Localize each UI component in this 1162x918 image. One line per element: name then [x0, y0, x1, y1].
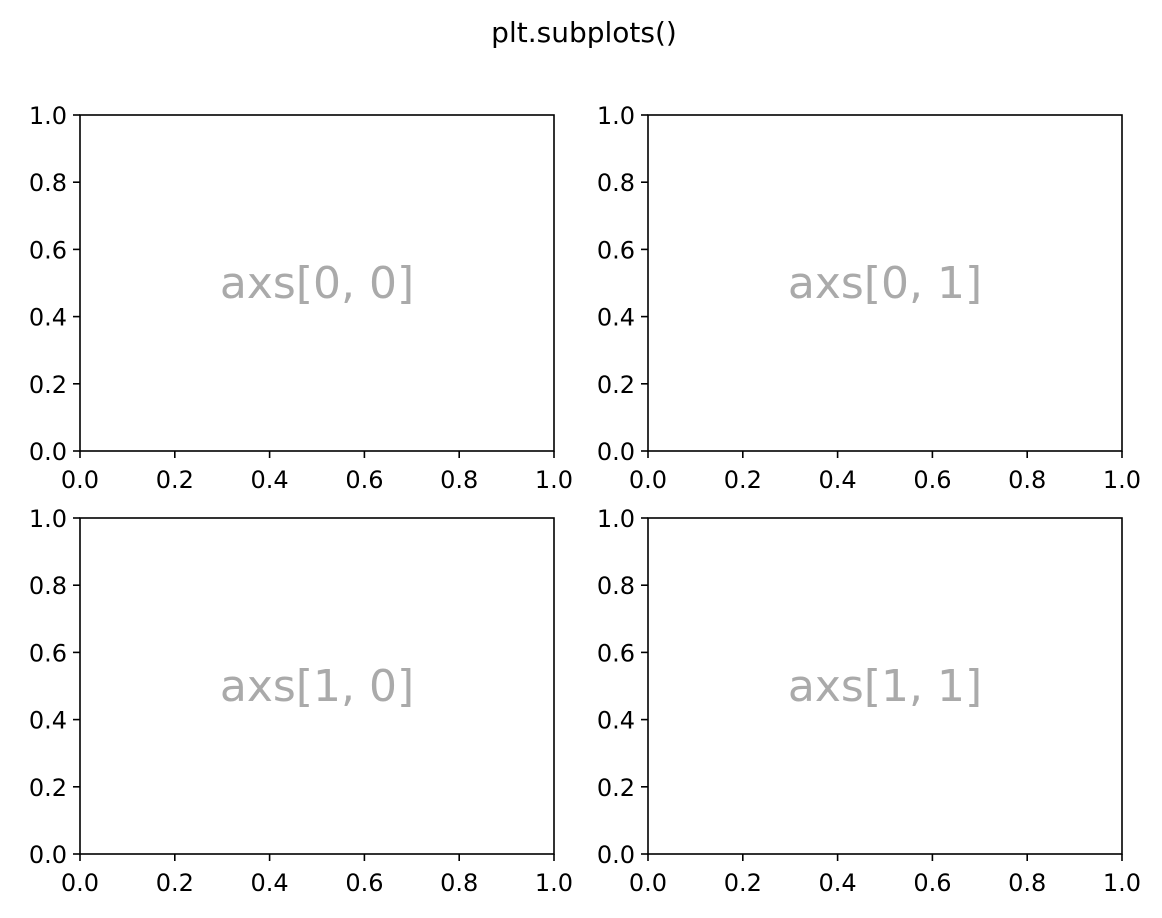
y-tick-label: 0.2 [597, 774, 635, 802]
y-tick-label: 0.4 [597, 304, 635, 332]
x-tick-label: 0.2 [156, 466, 194, 494]
y-tick-label: 0.6 [29, 236, 67, 264]
x-tick-label: 0.2 [724, 869, 762, 897]
x-tick-label: 0.0 [61, 466, 99, 494]
x-tick-label: 0.6 [913, 869, 951, 897]
subplot-1: 0.0 0.2 0.4 0.6 0.8 1.0 0.0 0.2 0.4 0.6 0.8 1.0 axs[… [597, 102, 1141, 494]
axes-center-label: axs[1, 0] [220, 661, 414, 712]
subplot-0: 0.0 0.2 0.4 0.6 0.8 1.0 0.0 0.2 0.4 0.6 0.8 1.0 axs[… [29, 102, 573, 494]
x-tick-label: 0.4 [819, 869, 857, 897]
x-tick-label: 0.8 [1008, 869, 1046, 897]
y-tick-label: 0.4 [29, 304, 67, 332]
y-tick-label: 0.8 [29, 169, 67, 197]
axes-center-label: axs[0, 0] [220, 258, 414, 309]
axes-frame [647, 517, 1123, 855]
y-tick-label: 0.4 [29, 707, 67, 735]
y-tick-label: 1.0 [29, 505, 67, 533]
y-tick-label: 0.8 [29, 572, 67, 600]
y-tick-label: 1.0 [597, 505, 635, 533]
y-tick-label: 1.0 [29, 102, 67, 130]
x-tick-label: 0.0 [629, 869, 667, 897]
y-tick-label: 0.2 [597, 371, 635, 399]
y-tick-label: 0.2 [29, 371, 67, 399]
axes-grid: 0.0 0.2 0.4 0.6 0.8 1.0 0.0 0.2 0.4 0.6 0.8 1.0 axs[… [29, 102, 1141, 897]
x-tick-label: 0.8 [440, 869, 478, 897]
x-tick-label: 0.4 [819, 466, 857, 494]
x-tick-label: 0.6 [345, 466, 383, 494]
x-tick-label: 0.0 [61, 869, 99, 897]
y-tick-label: 0.0 [29, 841, 67, 869]
x-tick-label: 0.8 [440, 466, 478, 494]
subplot-2: 0.0 0.2 0.4 0.6 0.8 1.0 0.0 0.2 0.4 0.6 0.8 1.0 axs[… [29, 505, 573, 897]
subplot-3: 0.0 0.2 0.4 0.6 0.8 1.0 0.0 0.2 0.4 0.6 0.8 1.0 axs[… [597, 505, 1141, 897]
figure-suptitle: plt.subplots() [491, 16, 677, 49]
x-tick-label: 1.0 [1103, 466, 1141, 494]
x-tick-label: 1.0 [535, 869, 573, 897]
y-tick-label: 0.0 [597, 841, 635, 869]
axes-center-label: axs[1, 1] [788, 661, 982, 712]
x-tick-label: 0.6 [345, 869, 383, 897]
y-tick-label: 0.8 [597, 572, 635, 600]
x-tick-label: 1.0 [1103, 869, 1141, 897]
y-tick-label: 0.0 [597, 438, 635, 466]
y-tick-label: 0.6 [29, 639, 67, 667]
axes-frame [79, 517, 555, 855]
y-tick-label: 0.8 [597, 169, 635, 197]
axes-center-label: axs[0, 1] [788, 258, 982, 309]
axes-frame [79, 114, 555, 452]
x-tick-label: 0.0 [629, 466, 667, 494]
x-tick-label: 0.8 [1008, 466, 1046, 494]
axes-frame [647, 114, 1123, 452]
y-tick-label: 0.6 [597, 236, 635, 264]
y-tick-label: 0.2 [29, 774, 67, 802]
y-tick-label: 0.0 [29, 438, 67, 466]
x-tick-label: 0.4 [251, 466, 289, 494]
y-tick-label: 0.4 [597, 707, 635, 735]
x-tick-label: 0.4 [251, 869, 289, 897]
x-tick-label: 0.2 [156, 869, 194, 897]
x-tick-label: 1.0 [535, 466, 573, 494]
x-tick-label: 0.2 [724, 466, 762, 494]
y-tick-label: 0.6 [597, 639, 635, 667]
y-tick-label: 1.0 [597, 102, 635, 130]
x-tick-label: 0.6 [913, 466, 951, 494]
